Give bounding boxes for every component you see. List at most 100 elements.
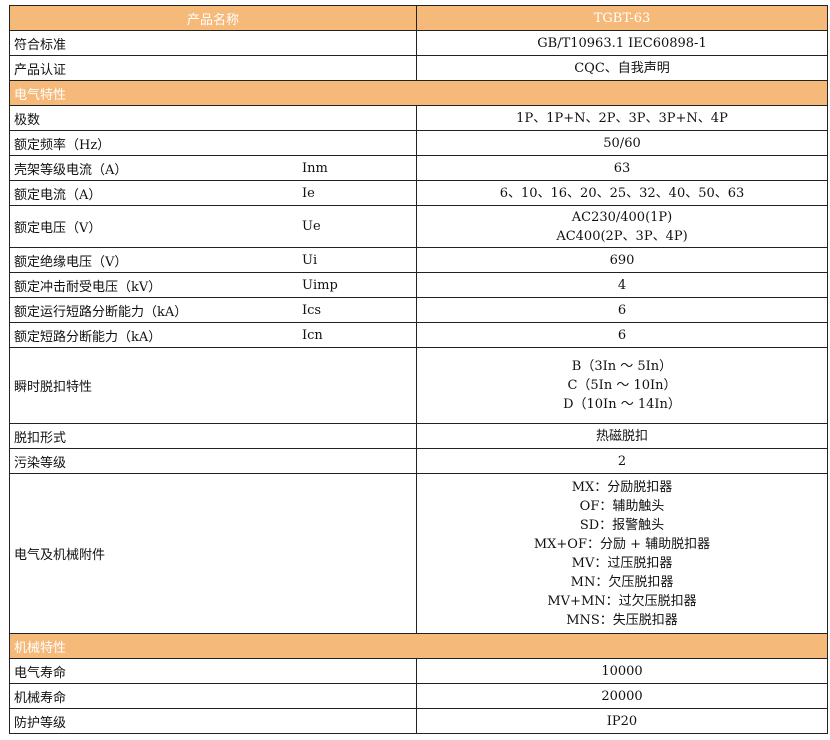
value-line: MV：过压脱扣器 [571,555,673,571]
table-row: 污染等级 2 [9,448,828,474]
value-line: MX：分励脱扣器 [571,479,673,495]
table-row: 机械寿命 20000 [9,683,828,709]
row-label: 额定冲击耐受电压（kV） [9,272,298,298]
value-line: AC400(2P、3P、4P) [556,228,688,244]
table-row: 额定绝缘电压（V） Ui 690 [9,247,828,273]
value-line: MN：欠压脱扣器 [570,574,674,590]
value-line: SD：报警触头 [579,517,665,533]
row-label: 产品认证 [9,55,298,81]
value-line: 690 [609,252,635,268]
table-row: 额定运行短路分断能力（kA） Ics 6 [9,297,828,323]
row-value: 4 [416,272,828,298]
section-electrical: 电气特性 [9,80,828,106]
value-line: 1P、1P+N、2P、3P、3P+N、4P [516,110,728,126]
value-line: 6、10、16、20、25、32、40、50、63 [499,185,745,201]
section-mechanical: 机械特性 [9,633,828,659]
row-value: 50/60 [416,130,828,156]
value-line: 热磁脱扣 [595,428,648,444]
value-line: B（3In ～ 5In） [571,359,673,374]
value-line: MV+MN：过欠压脱扣器 [547,593,697,609]
row-symbol [298,658,417,684]
value-line: 6 [617,302,627,318]
row-value: 热磁脱扣 [416,423,828,449]
row-symbol [298,30,417,56]
row-label: 极数 [9,105,298,131]
row-symbol: Inm [298,155,417,181]
row-value: IP20 [416,708,828,734]
row-value: 20000 [416,683,828,709]
section-title: 电气特性 [9,80,828,106]
row-symbol [298,105,417,131]
row-label: 额定频率（Hz） [9,130,298,156]
value-line: MX+OF：分励 + 辅助脱扣器 [533,536,711,552]
row-label: 壳架等级电流（A） [9,155,298,181]
row-label: 额定绝缘电压（V） [9,247,298,273]
value-line: 50/60 [603,135,641,151]
row-value: 6 [416,322,828,348]
value-line: 2 [617,453,627,469]
row-symbol [298,473,417,634]
header-model: TGBT-63 [416,5,828,31]
table-row: 壳架等级电流（A） Inm 63 [9,155,828,181]
table-row: 额定频率（Hz） 50/60 [9,130,828,156]
value-line: MNS：失压脱扣器 [566,612,678,628]
row-value: 6、10、16、20、25、32、40、50、63 [416,180,828,206]
row-symbol [298,708,417,734]
value-line: D（10In ～ 14In） [563,397,681,412]
table-row: 额定电压（V） Ue AC230/400(1P) AC400(2P、3P、4P) [9,205,828,248]
table-row: 脱扣形式 热磁脱扣 [9,423,828,449]
row-value: 1P、1P+N、2P、3P、3P+N、4P [416,105,828,131]
row-symbol [298,130,417,156]
row-symbol: Ue [298,205,417,248]
table-row: 极数 1P、1P+N、2P、3P、3P+N、4P [9,105,828,131]
row-label: 机械寿命 [9,683,298,709]
row-label: 符合标准 [9,30,298,56]
row-value: B（3In ～ 5In） C（5In ～ 10In） D（10In ～ 14In） [416,347,828,424]
row-value: 690 [416,247,828,273]
row-symbol: Icn [298,322,417,348]
row-label: 额定短路分断能力（kA） [9,322,298,348]
row-symbol: Ie [298,180,417,206]
table-row: 电气及机械附件 MX：分励脱扣器 OF：辅助触头 SD：报警触头 MX+OF：分励 + … [9,473,828,634]
table-row: 额定冲击耐受电压（kV） Uimp 4 [9,272,828,298]
header-row: 产品名称 TGBT-63 [9,5,828,31]
row-label: 瞬时脱扣特性 [9,347,298,424]
value-line: AC230/400(1P) [571,209,673,225]
table-row: 额定短路分断能力（kA） Icn 6 [9,322,828,348]
row-symbol [298,448,417,474]
row-value: CQC、自我声明 [416,55,828,81]
header-name-label: 产品名称 [9,5,417,31]
value-line: 6 [617,327,627,343]
row-label: 防护等级 [9,708,298,734]
table-row: 电气寿命 10000 [9,658,828,684]
table-row: 防护等级 IP20 [9,708,828,734]
row-value: GB/T10963.1 IEC60898-1 [416,30,828,56]
row-label: 额定电流（A） [9,180,298,206]
row-label: 额定运行短路分断能力（kA） [9,297,298,323]
value-line: 63 [613,160,631,176]
table-row: 额定电流（A） Ie 6、10、16、20、25、32、40、50、63 [9,180,828,206]
row-symbol: Uimp [298,272,417,298]
table-row: 符合标准 GB/T10963.1 IEC60898-1 [9,30,828,56]
row-symbol [298,683,417,709]
row-value: 10000 [416,658,828,684]
row-symbol [298,55,417,81]
row-symbol: Ics [298,297,417,323]
value-line: OF：辅助触头 [579,498,665,514]
row-value: MX：分励脱扣器 OF：辅助触头 SD：报警触头 MX+OF：分励 + 辅助脱扣器 MV… [416,473,828,634]
row-value: 2 [416,448,828,474]
section-title: 机械特性 [9,633,828,659]
row-label: 电气寿命 [9,658,298,684]
row-value: 6 [416,297,828,323]
row-value: AC230/400(1P) AC400(2P、3P、4P) [416,205,828,248]
table-row: 产品认证 CQC、自我声明 [9,55,828,81]
row-label: 脱扣形式 [9,423,298,449]
row-symbol [298,347,417,424]
value-line: C（5In ～ 10In） [567,378,677,393]
table-row: 瞬时脱扣特性 B（3In ～ 5In） C（5In ～ 10In） D（10In ～ … [9,347,828,424]
value-line: 4 [617,277,627,293]
spec-table: 产品名称 TGBT-63 符合标准 GB/T10963.1 IEC60898-1 产… [9,5,828,734]
row-symbol [298,423,417,449]
row-label: 污染等级 [9,448,298,474]
row-label: 电气及机械附件 [9,473,298,634]
